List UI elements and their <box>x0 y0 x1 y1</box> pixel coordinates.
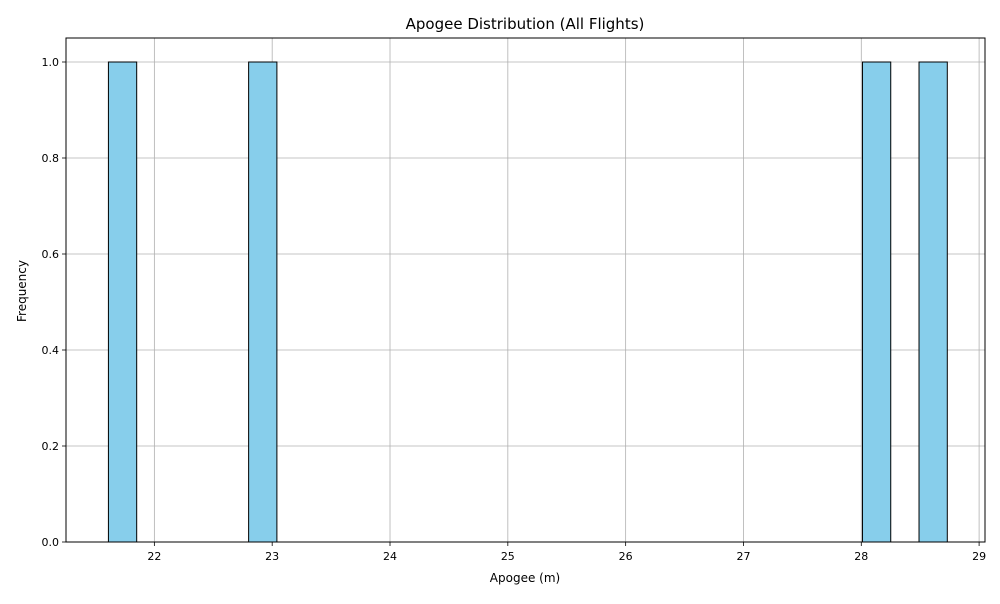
y-axis-label: Frequency <box>15 260 29 322</box>
x-tick-label: 26 <box>619 550 633 563</box>
grid-layer <box>66 38 985 543</box>
x-axis-label: Apogee (m) <box>490 571 560 585</box>
x-tick-label: 28 <box>854 550 868 563</box>
y-tick-label: 0.4 <box>42 344 60 357</box>
bar-layer <box>107 61 948 543</box>
plot-frame <box>65 37 986 543</box>
y-tick-label: 1.0 <box>42 56 60 69</box>
y-tick-label: 0.8 <box>42 152 60 165</box>
x-tick-label: 24 <box>383 550 397 563</box>
axis-layer: 22 23 24 25 26 27 28 29 0.0 0.2 0.4 0.6 0.8 1.0 <box>42 37 986 563</box>
histogram-bar <box>248 61 278 543</box>
x-tick-label: 23 <box>265 550 279 563</box>
histogram-bar <box>918 61 948 543</box>
y-tick-label: 0.0 <box>42 536 60 549</box>
y-tick-label: 0.2 <box>42 440 60 453</box>
x-tick-label: 29 <box>972 550 986 563</box>
y-tick-label: 0.6 <box>42 248 60 261</box>
histogram-bar <box>107 61 138 543</box>
histogram-bar <box>861 61 892 543</box>
chart-title: Apogee Distribution (All Flights) <box>406 15 645 33</box>
x-tick-label: 25 <box>501 550 515 563</box>
x-tick-label: 22 <box>147 550 161 563</box>
x-tick-label: 27 <box>736 550 750 563</box>
